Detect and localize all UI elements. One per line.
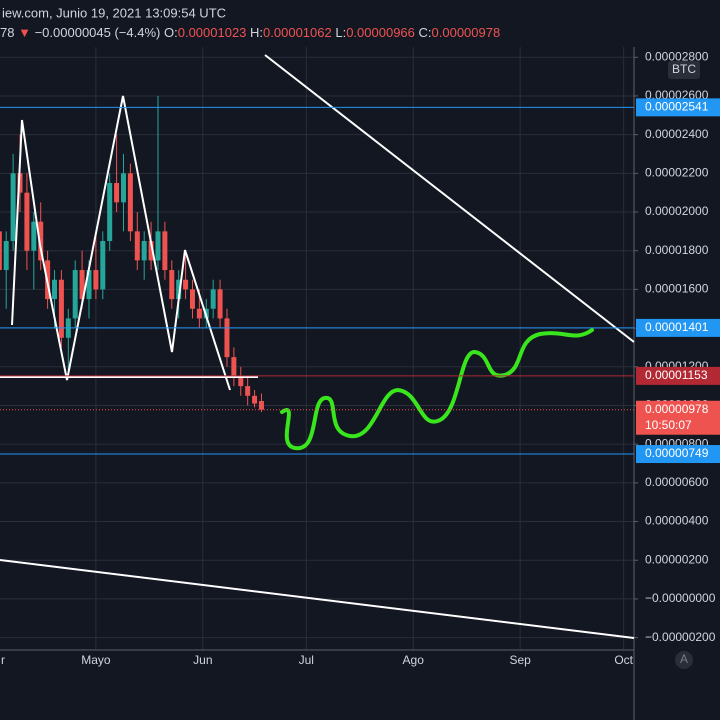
price-tag xyxy=(636,366,720,385)
y-tick-label: 0.00002200 xyxy=(645,165,709,179)
candle-body xyxy=(258,401,264,410)
y-tick-label: 0.00000200 xyxy=(645,552,709,566)
candle-body xyxy=(17,173,23,193)
header-bg xyxy=(0,0,634,47)
h-value: 0.00001062 xyxy=(263,25,332,40)
candle-body xyxy=(217,289,223,319)
x-tick-label: Sep xyxy=(509,653,531,667)
x-tick-label: Jun xyxy=(193,653,212,667)
candle-body xyxy=(189,289,195,309)
price-tag xyxy=(636,318,720,337)
candle-body xyxy=(52,279,58,300)
candle-body xyxy=(238,376,244,387)
y-tick-label: 0.00000400 xyxy=(645,514,709,528)
candle-body xyxy=(3,241,9,271)
countdown: 10:50:07 xyxy=(645,418,692,432)
price-tag xyxy=(636,98,720,117)
o-key: O: xyxy=(164,25,178,40)
price-tag xyxy=(636,400,720,435)
c-key: C: xyxy=(419,25,432,40)
drawings xyxy=(0,54,635,639)
candle-body xyxy=(31,221,37,251)
x-tick-label: Oct xyxy=(614,653,633,667)
last: 78 xyxy=(0,25,14,40)
trend-line xyxy=(0,559,635,639)
candle-body xyxy=(245,386,251,396)
auto-scale-button[interactable] xyxy=(675,651,693,669)
candle-body xyxy=(176,279,182,300)
price-tag-label: 0.00001401 xyxy=(645,320,709,334)
arrow: ▼ xyxy=(18,25,31,40)
price-tag-label: 0.00000978 xyxy=(645,402,709,416)
l-value: 0.00000966 xyxy=(346,25,415,40)
x-tick-label: Mayo xyxy=(81,653,111,667)
c-value: 0.00000978 xyxy=(432,25,501,40)
h-key: H: xyxy=(250,25,263,40)
candle-body xyxy=(183,279,189,290)
y-tick-label: 0.00002400 xyxy=(645,127,709,141)
candle-body xyxy=(120,173,126,203)
x-tick-label: r xyxy=(1,653,5,667)
currency-badge[interactable] xyxy=(668,61,700,79)
y-tick-label: 0.00002800 xyxy=(645,49,709,63)
candle-body xyxy=(210,289,216,309)
candle-body xyxy=(148,241,154,261)
price-tag-label: 0.00001153 xyxy=(645,368,708,382)
candle-body xyxy=(134,231,140,261)
candle-body xyxy=(58,279,64,338)
x-tick-label: Ago xyxy=(403,653,425,667)
candle-body xyxy=(24,192,30,251)
y-tick-label: −0.00000200 xyxy=(645,630,716,644)
zigzag-drawing xyxy=(11,95,231,391)
candle-body xyxy=(79,270,85,300)
candle-body xyxy=(196,308,202,319)
candle-body xyxy=(127,173,133,232)
candle-body xyxy=(114,182,120,203)
candle-body xyxy=(252,395,258,404)
candle-body xyxy=(10,173,16,242)
price-tag xyxy=(636,445,720,464)
currency[interactable]: BTC xyxy=(672,62,696,76)
y-tick-label: 0.00000600 xyxy=(645,475,709,489)
y-tick-label: 0.00001600 xyxy=(645,282,709,296)
y-tick-label: 0.00001800 xyxy=(645,243,709,257)
candle-body xyxy=(155,231,161,261)
candle-body xyxy=(231,357,237,377)
candle-body xyxy=(224,318,230,358)
candle-body xyxy=(72,270,78,319)
candle-body xyxy=(38,221,44,261)
candle-body xyxy=(0,231,2,271)
header-source: iew.com, Junio 19, 2021 13:09:54 UTC xyxy=(2,5,226,20)
header-ohlc: 78 ▼ −0.00000045 (−4.4%) O:0.00001023 H:… xyxy=(0,25,500,40)
candle-body xyxy=(107,182,113,242)
candle-body xyxy=(86,270,92,300)
candle-body xyxy=(100,241,106,290)
change: −0.00000045 (−4.4%) xyxy=(35,25,161,40)
x-tick-label: Jul xyxy=(299,653,314,667)
candle-body xyxy=(141,241,147,261)
y-tick-label: −0.00000000 xyxy=(645,591,716,605)
l-key: L: xyxy=(335,25,346,40)
trend-line xyxy=(264,54,635,343)
y-tick-label: 0.00002000 xyxy=(645,204,709,218)
candle-body xyxy=(169,270,175,300)
price-tag-label: 0.00002541 xyxy=(645,100,709,114)
auto-scale-label[interactable]: A xyxy=(680,652,688,666)
o-value: 0.00001023 xyxy=(178,25,247,40)
candle-body xyxy=(162,231,168,271)
price-tag-label: 0.00000749 xyxy=(645,446,709,460)
candle-body xyxy=(93,270,99,290)
projection-drawing xyxy=(280,328,594,451)
